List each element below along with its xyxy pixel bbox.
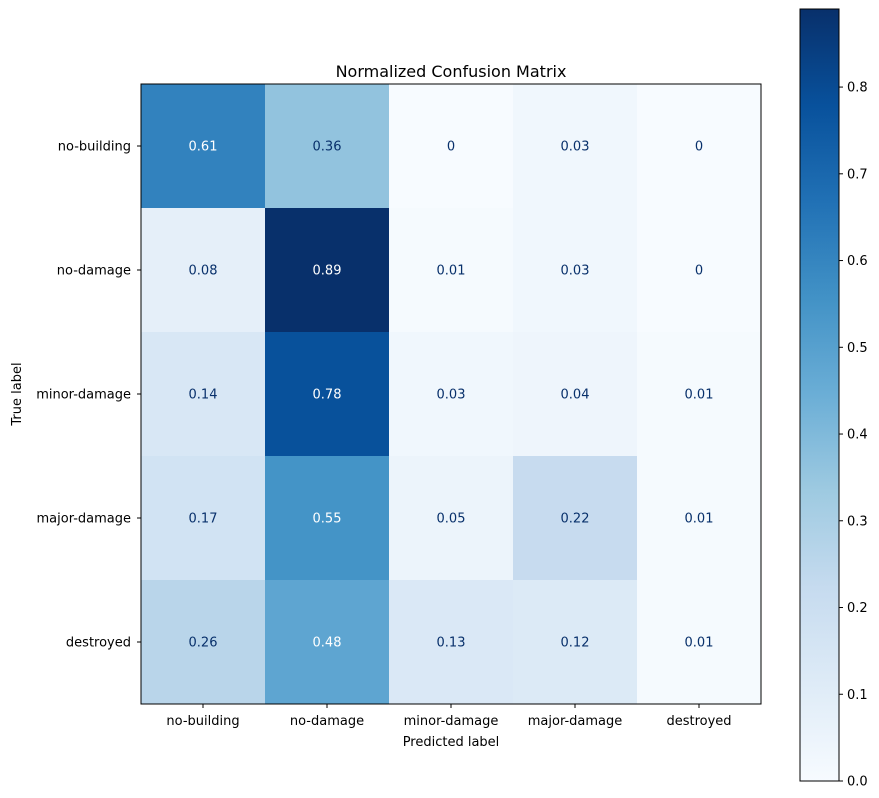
heatmap-cell [141, 84, 266, 209]
heatmap-cell [265, 84, 390, 209]
cell-value-label: 0.12 [561, 636, 590, 651]
chart-title: Normalized Confusion Matrix [336, 62, 567, 81]
colorbar-tick-label: 0.3 [847, 514, 868, 529]
cell-value-label: 0.01 [685, 636, 714, 651]
heatmap-cell [637, 208, 762, 333]
heatmap-cell [513, 84, 638, 209]
x-axis-ticks: no-building no-damage minor-damage major-da… [166, 704, 732, 729]
heatmap-cell [513, 456, 638, 581]
heatmap-cell [265, 580, 390, 705]
heatmap-cell [389, 332, 514, 457]
heatmap-cells [141, 84, 762, 705]
x-tick-label: minor-damage [404, 714, 499, 729]
heatmap-cell [265, 332, 390, 457]
cell-value-label: 0.01 [685, 388, 714, 403]
cell-value-label: 0.17 [189, 512, 218, 527]
y-tick-label: no-damage [57, 264, 131, 279]
colorbar-ticks: 0.0 0.1 0.2 0.3 0.4 0.5 0.6 0.7 0.8 [839, 81, 868, 790]
x-axis-label: Predicted label [403, 735, 500, 750]
x-tick-label: no-building [166, 714, 239, 729]
colorbar-tick-label: 0.5 [847, 341, 868, 356]
cell-value-label: 0.61 [189, 140, 218, 155]
y-tick-label: minor-damage [36, 388, 131, 403]
x-tick-label: major-damage [528, 714, 623, 729]
heatmap-cell [389, 208, 514, 333]
cell-value-label: 0.22 [561, 512, 590, 527]
cell-value-label: 0.01 [685, 512, 714, 527]
cell-value-label: 0.03 [561, 140, 590, 155]
cell-value-label: 0.14 [189, 388, 218, 403]
colorbar-tick-label: 0.1 [847, 688, 868, 703]
cell-value-label: 0.03 [561, 264, 590, 279]
heatmap-cell [389, 84, 514, 209]
y-tick-label: major-damage [37, 512, 132, 527]
cell-value-label: 0.26 [189, 636, 218, 651]
heatmap-cell [141, 456, 266, 581]
heatmap-cell [637, 580, 762, 705]
heatmap-cell [141, 208, 266, 333]
heatmap-cell [513, 208, 638, 333]
heatmap-cell [637, 456, 762, 581]
cell-value-label: 0 [447, 140, 455, 155]
colorbar-tick-label: 0.2 [847, 601, 868, 616]
heatmap-cell [513, 332, 638, 457]
colorbar-tick-label: 0.6 [847, 254, 868, 269]
colorbar-tick-label: 0.8 [847, 81, 868, 96]
heatmap-cell [637, 332, 762, 457]
x-tick-label: no-damage [290, 714, 364, 729]
y-tick-label: no-building [58, 140, 131, 155]
cell-value-label: 0.03 [437, 388, 466, 403]
heatmap-cell [265, 208, 390, 333]
heatmap-cell [513, 580, 638, 705]
cell-value-label: 0.01 [437, 264, 466, 279]
heatmap-cell [265, 456, 390, 581]
heatmap-cell [637, 84, 762, 209]
cell-value-label: 0.48 [313, 636, 342, 651]
cell-value-label: 0 [695, 140, 703, 155]
cell-value-label: 0.08 [189, 264, 218, 279]
cell-value-label: 0.78 [313, 388, 342, 403]
heatmap-cell [141, 580, 266, 705]
cell-value-label: 0.04 [561, 388, 590, 403]
cell-value-label: 0 [695, 264, 703, 279]
y-tick-label: destroyed [66, 636, 131, 651]
colorbar-tick-label: 0.7 [847, 167, 868, 182]
heatmap-cell [389, 456, 514, 581]
cell-value-label: 0.36 [313, 140, 342, 155]
y-axis-ticks: no-building no-damage minor-damage major-da… [36, 140, 141, 651]
heatmap-cell [389, 580, 514, 705]
colorbar-tick-label: 0.0 [847, 775, 868, 790]
heatmap-cell-labels: 0.61 0.36 0 0.03 0 0.08 0.89 0.01 0.03 0 0.14 0.78 0… [189, 140, 714, 651]
heatmap-cell [141, 332, 266, 457]
colorbar-tick-label: 0.4 [847, 428, 868, 443]
x-tick-label: destroyed [666, 714, 731, 729]
cell-value-label: 0.05 [437, 512, 466, 527]
cell-value-label: 0.13 [437, 636, 466, 651]
colorbar [799, 8, 840, 782]
cell-value-label: 0.55 [313, 512, 342, 527]
cell-value-label: 0.89 [313, 264, 342, 279]
y-axis-label: True label [10, 362, 25, 426]
